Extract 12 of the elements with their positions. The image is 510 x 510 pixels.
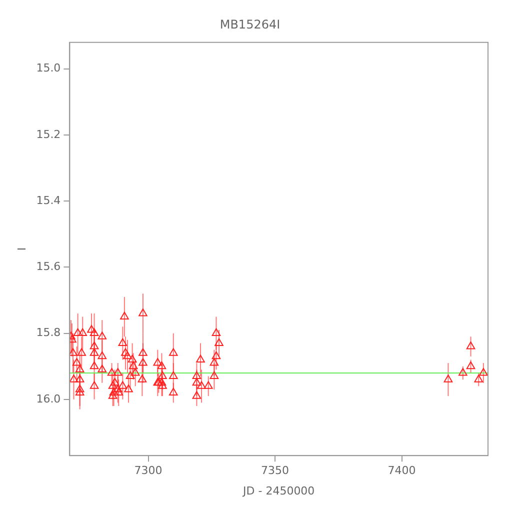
y-tick-label: 15.8 xyxy=(36,326,61,340)
x-axis-title: JD - 2450000 xyxy=(242,484,315,498)
y-tick-label: 15.6 xyxy=(36,260,61,274)
y-tick-label: 16.0 xyxy=(36,392,61,406)
y-tick-label: 15.2 xyxy=(36,128,61,141)
x-tick-label: 7400 xyxy=(388,464,416,478)
y-tick-label: 15.4 xyxy=(36,194,61,207)
chart-title: MB15264I xyxy=(220,17,280,32)
y-axis-title: I xyxy=(15,247,28,251)
x-tick-label: 7350 xyxy=(261,464,290,478)
x-tick-label: 7300 xyxy=(134,464,162,478)
y-tick-label: 15.0 xyxy=(36,62,61,75)
